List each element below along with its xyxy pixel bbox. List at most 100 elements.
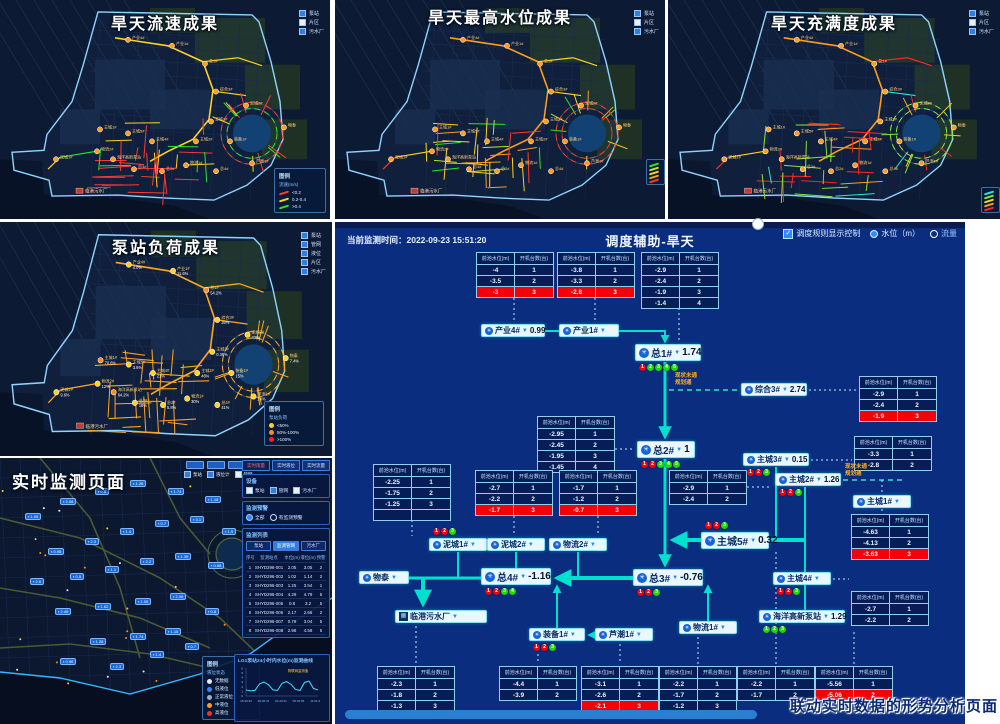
pump-node[interactable]: ✳ 综合3# ▼ 2.74 <box>741 383 807 396</box>
checkbox-icon[interactable] <box>633 28 641 35</box>
wwtp-marker[interactable]: 临港污水厂 <box>410 188 443 195</box>
station-marker[interactable]: 产业1# <box>504 40 524 49</box>
checkbox-icon[interactable] <box>234 471 242 478</box>
table-row[interactable]: 6 SHYD296-006 2.17 2.66 2 <box>246 608 326 617</box>
station-marker[interactable]: 综合3# <box>548 86 568 95</box>
pump-node[interactable]: ✳ 物流2# ▼ <box>549 538 607 551</box>
pump-node[interactable]: ✳ 物泰 ▼ <box>359 571 409 584</box>
checkbox-icon[interactable] <box>298 28 306 35</box>
checkbox-icon[interactable] <box>300 241 308 248</box>
device-toggle[interactable]: 管网 <box>269 487 288 494</box>
pump-node[interactable]: ✳ 产业4# ▼ 0.99 <box>481 324 545 337</box>
station-chip[interactable]: ▪ 2.08 <box>170 593 187 600</box>
table-row[interactable]: 3 SHYD296-003 1.25 3.54 1 <box>246 581 326 590</box>
station-marker[interactable]: 综合3#26% <box>214 314 235 325</box>
layer-toggle[interactable]: 片区 <box>633 19 659 26</box>
station-chip[interactable]: ▪ 1.35 <box>175 553 192 560</box>
station-marker[interactable]: 综合3# <box>882 86 903 95</box>
checkbox-checked-icon[interactable]: ✓ <box>783 228 794 239</box>
station-chip[interactable]: ▪ 2.08 <box>60 498 77 505</box>
radio-off-icon[interactable] <box>930 229 938 238</box>
checkbox-icon[interactable] <box>269 487 277 494</box>
station-chip[interactable]: ▪ 0.8 <box>95 488 110 495</box>
station-marker[interactable]: 装备1# <box>227 135 247 145</box>
wwtp-marker[interactable]: 临港污水厂 <box>75 188 108 195</box>
warning-radio[interactable]: 有监测预警 <box>269 514 303 521</box>
table-row[interactable]: 2 SHYD296-002 1.02 1.14 2 <box>246 572 326 581</box>
layer-toggle[interactable]: 管网 <box>300 241 326 248</box>
station-marker[interactable]: 总1# <box>202 58 218 67</box>
station-marker[interactable]: 泥城2# <box>243 100 263 109</box>
map-layer-toggle[interactable]: 泵站 <box>184 471 202 478</box>
layer-toggle[interactable]: 污水厂 <box>298 28 324 35</box>
checkbox-icon[interactable] <box>968 28 976 35</box>
station-marker[interactable]: 总2# <box>159 165 175 175</box>
horizontal-scrollbar[interactable] <box>345 710 757 719</box>
station-chip[interactable]: ▪ 0.88 <box>208 562 225 569</box>
station-marker[interactable]: 主城3# <box>877 115 898 125</box>
station-marker[interactable]: 主城4# <box>818 135 838 145</box>
station-marker[interactable]: 芦潮1# <box>584 157 604 167</box>
station-marker[interactable]: 主城1# <box>765 123 786 133</box>
fullness-map[interactable]: 产业4# 产业1# 总1# 综合3# 主城3# 主城2# 主城1# 主城5# 主城4# 海洋高新泵… <box>668 0 1000 219</box>
pump-node[interactable]: ✳ 芦潮1# ▼ <box>595 628 653 641</box>
checkbox-icon[interactable] <box>298 19 306 26</box>
station-marker[interactable]: 物泰 <box>616 121 631 131</box>
station-marker[interactable]: 总4# <box>882 165 899 175</box>
station-chip[interactable]: ▪ 1.28 <box>130 480 147 487</box>
device-toggle[interactable]: 污水厂 <box>293 487 317 494</box>
station-chip[interactable]: ▪ 1.05 <box>135 598 152 605</box>
station-marker[interactable]: 产业4# <box>793 34 814 43</box>
station-marker[interactable]: 物流1#30% <box>184 392 205 404</box>
layer-toggle[interactable]: 片区 <box>300 259 326 266</box>
sidebar-tab[interactable]: 实时液位 <box>272 460 300 471</box>
station-chip[interactable]: ▪ 1.62 <box>95 603 112 610</box>
map-layer-toggle[interactable]: 液位计 <box>207 471 230 478</box>
checkbox-icon[interactable] <box>633 19 641 26</box>
station-marker[interactable]: 主城3#0.36% <box>209 346 230 357</box>
station-marker[interactable]: 总4# <box>213 165 229 175</box>
checkbox-icon[interactable] <box>968 10 976 17</box>
station-marker[interactable]: 芦潮1# <box>918 157 939 167</box>
station-marker[interactable]: 主城4#21% <box>150 367 170 378</box>
unit-flow-radio[interactable]: 流量 <box>930 228 957 239</box>
station-chip[interactable]: ▪ 1.18 <box>165 628 182 635</box>
station-chip[interactable]: ▪ 1.4 <box>150 651 165 658</box>
station-marker[interactable]: 物流2# <box>429 145 449 155</box>
station-chip[interactable]: ▪ 1.05 <box>25 513 42 520</box>
station-marker[interactable]: 海洋高新泵站 <box>110 153 141 163</box>
station-chip[interactable]: ▪ 0.7 <box>185 643 200 650</box>
layer-toggle[interactable]: 液位 <box>300 250 326 257</box>
table-row[interactable]: 4 SHYD296-004 4.29 4.79 5 <box>246 590 326 599</box>
station-chip[interactable]: ▪ 1.28 <box>90 638 107 645</box>
station-marker[interactable]: 主城2# <box>193 135 213 145</box>
station-marker[interactable]: 泥城1# <box>53 153 73 163</box>
table-row[interactable]: 1 SHYD296-001 2.05 3.05 2 <box>246 563 326 572</box>
checkbox-icon[interactable] <box>968 19 976 26</box>
station-marker[interactable]: 物流1# <box>852 159 873 169</box>
checkbox-icon[interactable] <box>207 471 214 478</box>
station-marker[interactable]: 泥城1# <box>721 153 742 163</box>
maxlevel-map[interactable]: 产业4# 产业1# 总1# 综合3# 主城3# 主城2# 主城1# 主城5# 主城4# 海洋高新泵… <box>335 0 665 219</box>
station-marker[interactable]: 主城4# <box>149 135 169 145</box>
station-marker[interactable]: 主城2# <box>528 135 548 145</box>
station-marker[interactable]: 海洋高新泵站 <box>778 153 810 163</box>
layer-toggle[interactable]: 污水厂 <box>633 28 659 35</box>
station-marker[interactable]: 物流2# <box>762 145 783 155</box>
unit-waterlevel-radio[interactable]: 水位（m） <box>870 228 920 239</box>
pump-node[interactable]: ✳ 装备1# ▼ <box>529 628 585 641</box>
station-marker[interactable]: 总3# <box>466 163 482 173</box>
station-marker[interactable]: 泥城1#9.6% <box>53 386 74 397</box>
station-chip[interactable]: ▪ 1.18 <box>205 496 222 503</box>
layer-toggle[interactable]: 片区 <box>968 19 994 26</box>
station-marker[interactable]: 产业4# <box>125 34 145 43</box>
station-chip[interactable]: ▪ 0.7 <box>155 520 170 527</box>
checkbox-icon[interactable] <box>184 471 191 478</box>
pump-node[interactable]: ✳ 主城1# ▼ <box>853 495 911 508</box>
station-chip[interactable]: ▪ 2.45 <box>55 608 72 615</box>
wwtp-marker[interactable]: 临港污水厂 <box>744 188 777 195</box>
pump-node[interactable]: ✳ 总1# ▼ 1.74 <box>635 344 702 361</box>
toggle-knob[interactable] <box>752 218 764 230</box>
station-chip[interactable]: ▪ 2.3 <box>85 538 100 545</box>
layer-toggle[interactable]: 污水厂 <box>300 268 326 275</box>
